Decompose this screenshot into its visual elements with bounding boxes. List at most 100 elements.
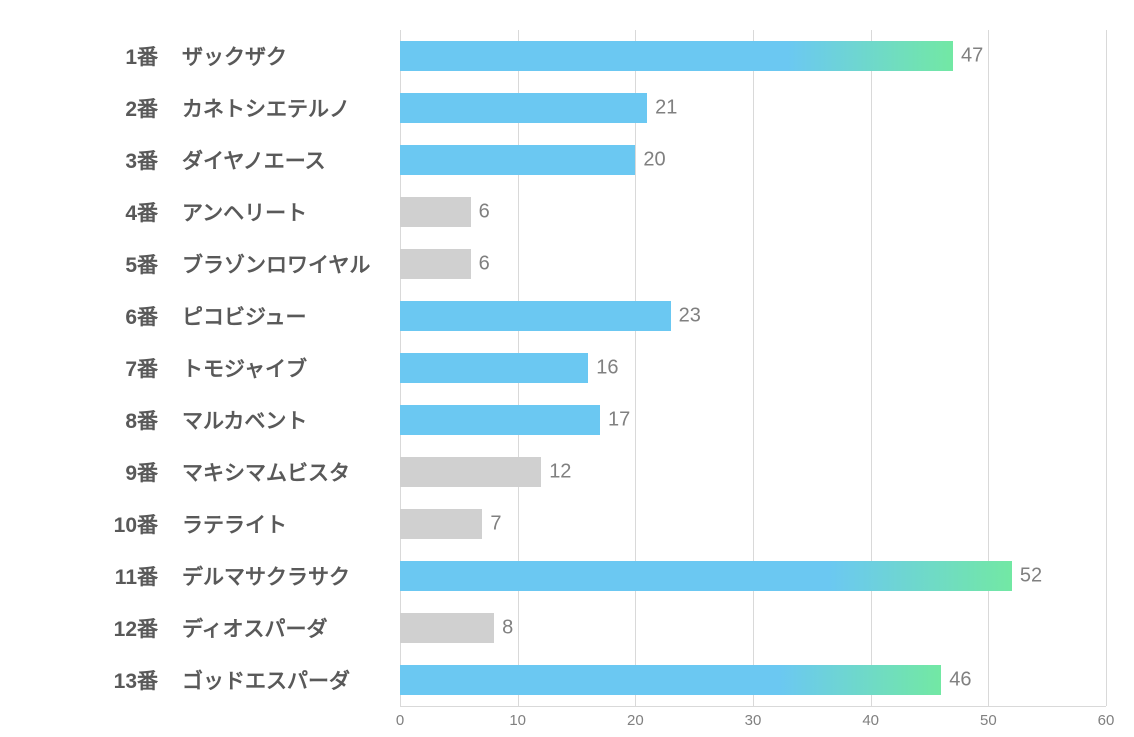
x-tick-label: 0 bbox=[396, 712, 404, 729]
bar bbox=[400, 41, 953, 71]
chart-row: 13番ゴッドエスパーダ 46 bbox=[0, 654, 1134, 706]
label-column: 10番ラテライト bbox=[0, 509, 400, 539]
bar-area: 23 bbox=[400, 290, 1134, 342]
value-label: 20 bbox=[643, 149, 665, 172]
bar-area: 20 bbox=[400, 134, 1134, 186]
entry-number: 12番 bbox=[98, 613, 158, 643]
entry-name: トモジャイブ bbox=[182, 353, 382, 383]
bar bbox=[400, 93, 647, 123]
entry-number: 6番 bbox=[98, 301, 158, 331]
entry-number: 7番 bbox=[98, 353, 158, 383]
bar bbox=[400, 509, 482, 539]
bar-area: 52 bbox=[400, 550, 1134, 602]
entry-name: デルマサクラサク bbox=[182, 561, 382, 591]
x-tick-label: 10 bbox=[509, 712, 526, 729]
value-label: 52 bbox=[1020, 565, 1042, 588]
label-column: 9番マキシマムビスタ bbox=[0, 457, 400, 487]
entry-name: マルカベント bbox=[182, 405, 382, 435]
bar bbox=[400, 197, 471, 227]
entry-name: ピコビジュー bbox=[182, 301, 382, 331]
x-tick-label: 60 bbox=[1098, 712, 1115, 729]
chart-row: 8番マルカベント 17 bbox=[0, 394, 1134, 446]
label-column: 8番マルカベント bbox=[0, 405, 400, 435]
rows-container: 1番ザックザク 47 2番カネトシエテルノ 21 3番ダイヤノエース 20 4番アンヘリート… bbox=[0, 30, 1134, 706]
chart-row: 4番アンヘリート 6 bbox=[0, 186, 1134, 238]
x-tick-label: 50 bbox=[980, 712, 997, 729]
value-label: 6 bbox=[479, 201, 490, 224]
x-tick-label: 40 bbox=[862, 712, 879, 729]
bar-area: 16 bbox=[400, 342, 1134, 394]
entry-name: ディオスパーダ bbox=[182, 613, 382, 643]
x-tick-label: 30 bbox=[745, 712, 762, 729]
bar-area: 12 bbox=[400, 446, 1134, 498]
entry-name: ラテライト bbox=[182, 509, 382, 539]
entry-number: 9番 bbox=[98, 457, 158, 487]
bar bbox=[400, 405, 600, 435]
value-label: 8 bbox=[502, 617, 513, 640]
bar-area: 46 bbox=[400, 654, 1134, 706]
entry-number: 8番 bbox=[98, 405, 158, 435]
value-label: 6 bbox=[479, 253, 490, 276]
entry-name: ダイヤノエース bbox=[182, 145, 382, 175]
entry-number: 4番 bbox=[98, 197, 158, 227]
value-label: 46 bbox=[949, 669, 971, 692]
label-column: 7番トモジャイブ bbox=[0, 353, 400, 383]
entry-name: ザックザク bbox=[182, 41, 382, 71]
entry-number: 2番 bbox=[98, 93, 158, 123]
chart-row: 1番ザックザク 47 bbox=[0, 30, 1134, 82]
label-column: 5番ブラゾンロワイヤル bbox=[0, 249, 400, 279]
bar bbox=[400, 301, 671, 331]
value-label: 21 bbox=[655, 97, 677, 120]
entry-number: 11番 bbox=[98, 561, 158, 591]
x-axis-line bbox=[400, 706, 1106, 707]
bar bbox=[400, 665, 941, 695]
chart-row: 12番ディオスパーダ 8 bbox=[0, 602, 1134, 654]
entry-name: ブラゾンロワイヤル bbox=[182, 249, 382, 279]
label-column: 12番ディオスパーダ bbox=[0, 613, 400, 643]
label-column: 13番ゴッドエスパーダ bbox=[0, 665, 400, 695]
value-label: 7 bbox=[490, 513, 501, 536]
entry-name: マキシマムビスタ bbox=[182, 457, 382, 487]
chart-row: 6番ピコビジュー 23 bbox=[0, 290, 1134, 342]
entry-number: 5番 bbox=[98, 249, 158, 279]
value-label: 17 bbox=[608, 409, 630, 432]
label-column: 4番アンヘリート bbox=[0, 197, 400, 227]
entry-name: カネトシエテルノ bbox=[182, 93, 382, 123]
chart-row: 3番ダイヤノエース 20 bbox=[0, 134, 1134, 186]
entry-number: 3番 bbox=[98, 145, 158, 175]
bar-area: 6 bbox=[400, 186, 1134, 238]
x-tick-label: 20 bbox=[627, 712, 644, 729]
chart-row: 2番カネトシエテルノ 21 bbox=[0, 82, 1134, 134]
value-label: 23 bbox=[679, 305, 701, 328]
bar bbox=[400, 145, 635, 175]
chart-row: 7番トモジャイブ16 bbox=[0, 342, 1134, 394]
chart-row: 11番デルマサクラサク 52 bbox=[0, 550, 1134, 602]
bar bbox=[400, 561, 1012, 591]
bar-area: 6 bbox=[400, 238, 1134, 290]
bar bbox=[400, 249, 471, 279]
entry-number: 13番 bbox=[98, 665, 158, 695]
chart-row: 5番ブラゾンロワイヤル 6 bbox=[0, 238, 1134, 290]
bar-area: 21 bbox=[400, 82, 1134, 134]
chart-container: 1番ザックザク 47 2番カネトシエテルノ 21 3番ダイヤノエース 20 4番アンヘリート… bbox=[0, 0, 1134, 737]
bar-area: 7 bbox=[400, 498, 1134, 550]
label-column: 11番デルマサクラサク bbox=[0, 561, 400, 591]
bar-area: 47 bbox=[400, 30, 1134, 82]
entry-number: 1番 bbox=[98, 41, 158, 71]
value-label: 47 bbox=[961, 45, 983, 68]
bar bbox=[400, 457, 541, 487]
label-column: 6番ピコビジュー bbox=[0, 301, 400, 331]
value-label: 12 bbox=[549, 461, 571, 484]
entry-name: ゴッドエスパーダ bbox=[182, 665, 382, 695]
chart-row: 9番マキシマムビスタ 12 bbox=[0, 446, 1134, 498]
bar bbox=[400, 613, 494, 643]
label-column: 3番ダイヤノエース bbox=[0, 145, 400, 175]
bar bbox=[400, 353, 588, 383]
entry-number: 10番 bbox=[98, 509, 158, 539]
bar-area: 17 bbox=[400, 394, 1134, 446]
entry-name: アンヘリート bbox=[182, 197, 382, 227]
label-column: 2番カネトシエテルノ bbox=[0, 93, 400, 123]
label-column: 1番ザックザク bbox=[0, 41, 400, 71]
bar-area: 8 bbox=[400, 602, 1134, 654]
chart-row: 10番ラテライト 7 bbox=[0, 498, 1134, 550]
